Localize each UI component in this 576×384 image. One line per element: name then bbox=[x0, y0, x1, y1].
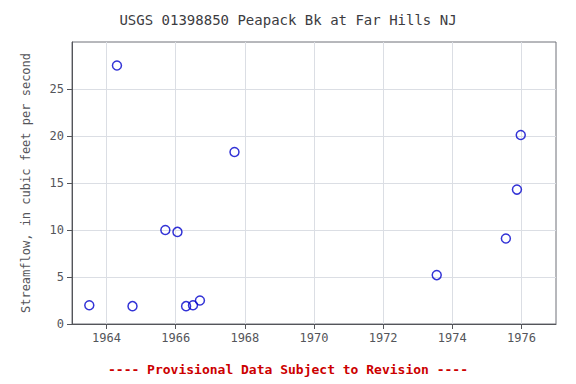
svg-text:0: 0 bbox=[57, 317, 64, 331]
svg-text:1966: 1966 bbox=[161, 331, 190, 345]
svg-text:1970: 1970 bbox=[300, 331, 329, 345]
svg-text:5: 5 bbox=[57, 270, 64, 284]
svg-text:1976: 1976 bbox=[507, 331, 536, 345]
svg-text:15: 15 bbox=[50, 176, 64, 190]
svg-text:1964: 1964 bbox=[92, 331, 121, 345]
svg-text:20: 20 bbox=[50, 129, 64, 143]
svg-text:---- Provisional Data Subject: ---- Provisional Data Subject to Revisio… bbox=[108, 362, 468, 377]
svg-text:1974: 1974 bbox=[438, 331, 467, 345]
svg-text:25: 25 bbox=[50, 82, 64, 96]
svg-text:USGS 01398850 Peapack Bk at Fa: USGS 01398850 Peapack Bk at Far Hills NJ bbox=[119, 12, 456, 28]
svg-text:10: 10 bbox=[50, 223, 64, 237]
svg-text:Streamflow, in cubic feet per: Streamflow, in cubic feet per second bbox=[19, 53, 33, 313]
svg-text:1968: 1968 bbox=[230, 331, 259, 345]
svg-text:1972: 1972 bbox=[369, 331, 398, 345]
